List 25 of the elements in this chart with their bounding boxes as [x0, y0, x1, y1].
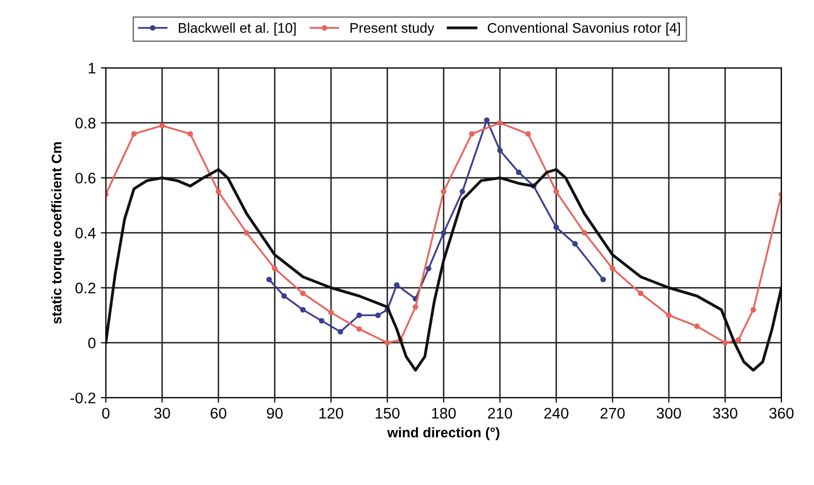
y-axis-title: static torque coefficient Cm — [51, 142, 64, 324]
y-tick-label: -0.2 — [70, 392, 96, 404]
legend-label: Conventional Savonius rotor [4] — [488, 22, 680, 36]
y-tick-label: 0.2 — [75, 282, 96, 294]
x-tick-label: 180 — [432, 408, 456, 419]
x-tick-label: 150 — [376, 408, 400, 419]
x-tick-label: 360 — [769, 408, 794, 419]
x-tick-label: 270 — [600, 408, 625, 419]
x-tick-label: 30 — [154, 408, 170, 419]
legend-label: Present study — [350, 22, 434, 36]
x-tick-label: 210 — [488, 408, 512, 419]
x-tick-label: 120 — [319, 408, 344, 419]
x-tick-label: 240 — [544, 408, 568, 419]
y-tick-label: 0 — [88, 338, 96, 348]
y-tick-label: 0.6 — [75, 172, 96, 184]
x-tick-label: 60 — [210, 408, 226, 419]
y-tick-label: 1 — [88, 62, 96, 74]
x-tick-label: 90 — [266, 408, 283, 419]
x-tick-label: 0 — [102, 408, 110, 419]
x-axis-title: wind direction (°) — [387, 427, 500, 440]
x-tick-label: 300 — [656, 408, 681, 419]
y-tick-label: 0.4 — [75, 228, 96, 238]
legend-label: Blackwell et al. [10] — [178, 22, 296, 36]
y-tick-label: 0.8 — [75, 118, 96, 129]
x-tick-label: 330 — [712, 408, 738, 419]
